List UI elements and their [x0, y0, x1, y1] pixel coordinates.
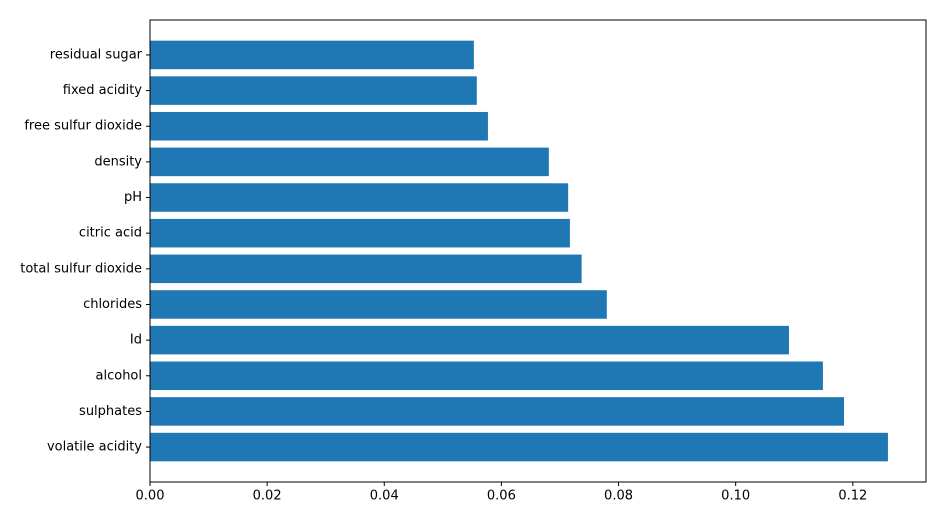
bar [150, 290, 607, 319]
x-tick-label: 0.06 [487, 489, 516, 504]
x-tick-label: 0.10 [721, 489, 750, 504]
y-tick-label: chlorides [83, 297, 142, 312]
y-tick-label: residual sugar [50, 47, 143, 62]
y-tick-label: fixed acidity [63, 83, 143, 98]
bar [150, 147, 549, 177]
y-tick-label: citric acid [79, 226, 142, 241]
x-tick-label: 0.00 [136, 489, 165, 504]
x-tick-label: 0.02 [253, 489, 282, 504]
y-tick-label: pH [124, 190, 142, 205]
y-tick-label: free sulfur dioxide [24, 119, 142, 134]
x-tick-label: 0.12 [838, 489, 867, 504]
y-tick-label: volatile acidity [47, 440, 142, 455]
y-tick-label: Id [130, 333, 142, 348]
bar [150, 40, 474, 70]
bar [150, 397, 845, 426]
bar [150, 111, 488, 141]
bar [150, 218, 570, 248]
x-tick-label: 0.04 [370, 489, 399, 504]
y-tick-label: total sulfur dioxide [20, 261, 142, 276]
bar [150, 76, 477, 105]
plot-frame [149, 19, 927, 483]
bar [150, 254, 582, 284]
bar [150, 183, 569, 212]
y-tick-label: sulphates [79, 404, 142, 419]
x-tick-label: 0.08 [604, 489, 633, 504]
bar [150, 361, 823, 391]
bar [150, 325, 789, 355]
y-tick-label: alcohol [96, 368, 142, 383]
y-tick-label: density [94, 154, 142, 169]
bar [150, 432, 888, 462]
